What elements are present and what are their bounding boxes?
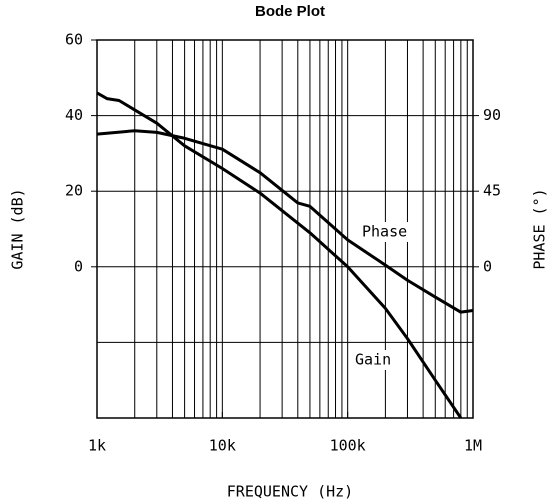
series-label-bg: [351, 350, 397, 370]
x-tick-label: 1M: [464, 437, 482, 455]
x-axis-label: FREQUENCY (Hz): [227, 483, 353, 501]
y2-tick-label: 0: [483, 257, 492, 275]
y2-tick-label: 45: [483, 182, 501, 200]
y-axis-label: GAIN (dB): [9, 188, 27, 269]
x-tick-label: 1k: [88, 437, 106, 455]
series-line: [96, 129, 474, 314]
series-label-bg: [358, 222, 414, 242]
x-tick-label: 100k: [330, 437, 366, 455]
y2-tick-label: 90: [483, 106, 501, 124]
y-tick-label: 40: [65, 106, 83, 124]
y-tick-label: 0: [74, 257, 83, 275]
y-tick-label: 20: [65, 182, 83, 200]
chart-title: Bode Plot: [255, 3, 325, 20]
plot-frame: [96, 39, 474, 419]
series-label: Gain: [355, 351, 391, 369]
series-line: [96, 91, 463, 419]
y-tick-label: 60: [65, 31, 83, 49]
y2-axis-label: PHASE (°): [531, 188, 549, 269]
x-tick-label: 10k: [209, 437, 236, 455]
series-label: Phase: [362, 223, 407, 241]
